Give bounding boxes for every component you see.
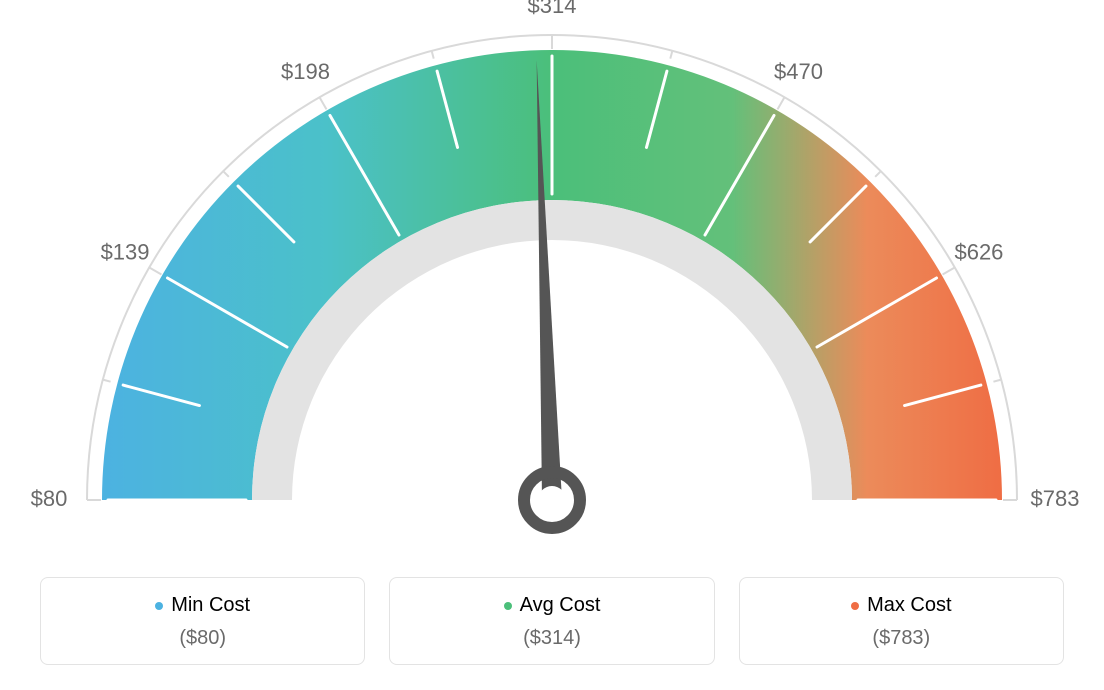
legend-title-avg: Avg Cost [504, 594, 601, 617]
legend-dot-min [155, 602, 163, 610]
svg-text:$198: $198 [281, 59, 330, 84]
legend-row: Min Cost ($80) Avg Cost ($314) Max Cost … [0, 577, 1104, 665]
legend-value-avg: ($314) [400, 627, 703, 650]
gauge-svg: $80 $139 $198 $314 $470 $626 $783 [0, 0, 1104, 560]
svg-text:$314: $314 [528, 0, 577, 18]
legend-title-max: Max Cost [851, 594, 951, 617]
svg-text:$626: $626 [954, 240, 1003, 265]
legend-card-avg: Avg Cost ($314) [389, 577, 714, 665]
legend-dot-max [851, 602, 859, 610]
legend-label-min: Min Cost [171, 594, 250, 617]
legend-value-max: ($783) [750, 627, 1053, 650]
legend-card-min: Min Cost ($80) [40, 577, 365, 665]
svg-text:$80: $80 [31, 486, 68, 511]
legend-dot-avg [504, 602, 512, 610]
svg-text:$470: $470 [774, 59, 823, 84]
legend-value-min: ($80) [51, 627, 354, 650]
legend-title-min: Min Cost [155, 594, 250, 617]
legend-label-avg: Avg Cost [520, 594, 601, 617]
legend-card-max: Max Cost ($783) [739, 577, 1064, 665]
gauge-chart: $80 $139 $198 $314 $470 $626 $783 [0, 0, 1104, 560]
svg-text:$139: $139 [101, 240, 150, 265]
svg-text:$783: $783 [1031, 486, 1080, 511]
legend-label-max: Max Cost [867, 594, 951, 617]
cost-gauge-container: $80 $139 $198 $314 $470 $626 $783 Min Cost ($8… [0, 0, 1104, 690]
